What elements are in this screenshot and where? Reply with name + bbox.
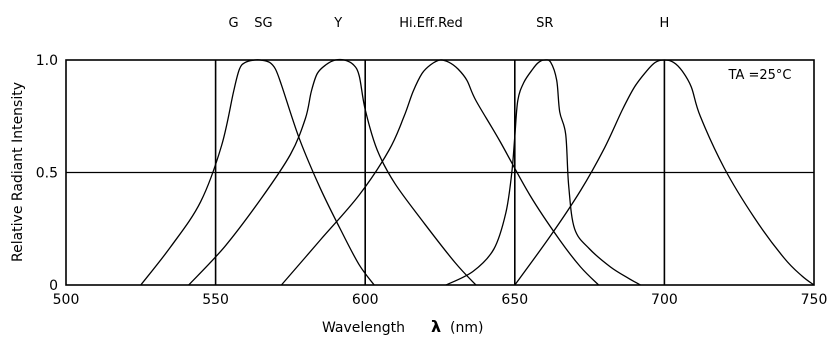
series-line-hi-eff-red	[280, 59, 600, 286]
y-tick-label: 1.0	[36, 53, 58, 69]
series-line-sr	[445, 59, 641, 286]
series-label-sg: SG	[254, 16, 272, 31]
series-label-sr: SR	[536, 16, 553, 31]
y-tick-labels: 0 0.5 1.0	[36, 53, 58, 294]
y-axis-label: Relative Radiant Intensity	[10, 82, 26, 262]
x-tick-label: 700	[651, 292, 678, 308]
x-tick-labels: 500 550 600 650 700 750	[53, 292, 828, 308]
series-line-g	[140, 59, 375, 286]
series-label-hi-eff-red: Hi.Eff.Red	[399, 16, 463, 31]
x-tick-label: 550	[202, 292, 229, 308]
x-tick-label: 750	[801, 292, 828, 308]
series-label-h: H	[660, 16, 670, 31]
x-tick-label: 500	[53, 292, 80, 308]
series-label-y: Y	[333, 16, 342, 31]
x-axis-label: Wavelength	[322, 320, 405, 336]
series-curves	[140, 58, 815, 286]
x-axis-label-symbol: λ	[431, 317, 441, 336]
x-tick-label: 600	[352, 292, 379, 308]
annotation-text: TA =25°C	[728, 68, 792, 83]
gridlines	[66, 60, 814, 285]
series-label-g: G	[229, 16, 239, 31]
x-tick-label: 650	[501, 292, 528, 308]
series-line-h	[514, 59, 815, 286]
series-line-y	[188, 58, 477, 286]
series-labels: G SG Y Hi.Eff.Red SR H	[229, 16, 670, 31]
x-axis-label-unit: (nm)	[450, 320, 483, 336]
y-tick-label: 0	[49, 278, 58, 294]
y-tick-label: 0.5	[36, 166, 58, 182]
